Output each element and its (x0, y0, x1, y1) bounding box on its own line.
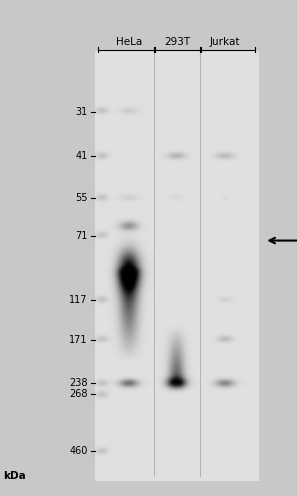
Text: HeLa: HeLa (116, 37, 142, 47)
Text: 71: 71 (75, 231, 88, 241)
Text: 268: 268 (69, 389, 88, 399)
Text: 238: 238 (69, 378, 88, 388)
Text: kDa: kDa (3, 471, 26, 481)
Text: 31: 31 (75, 107, 88, 117)
Text: 117: 117 (69, 295, 88, 305)
Text: 41: 41 (75, 151, 88, 161)
Text: Jurkat: Jurkat (210, 37, 240, 47)
Text: 55: 55 (75, 193, 88, 203)
Text: 460: 460 (69, 446, 88, 456)
Text: 171: 171 (69, 335, 88, 345)
Text: 293T: 293T (164, 37, 190, 47)
